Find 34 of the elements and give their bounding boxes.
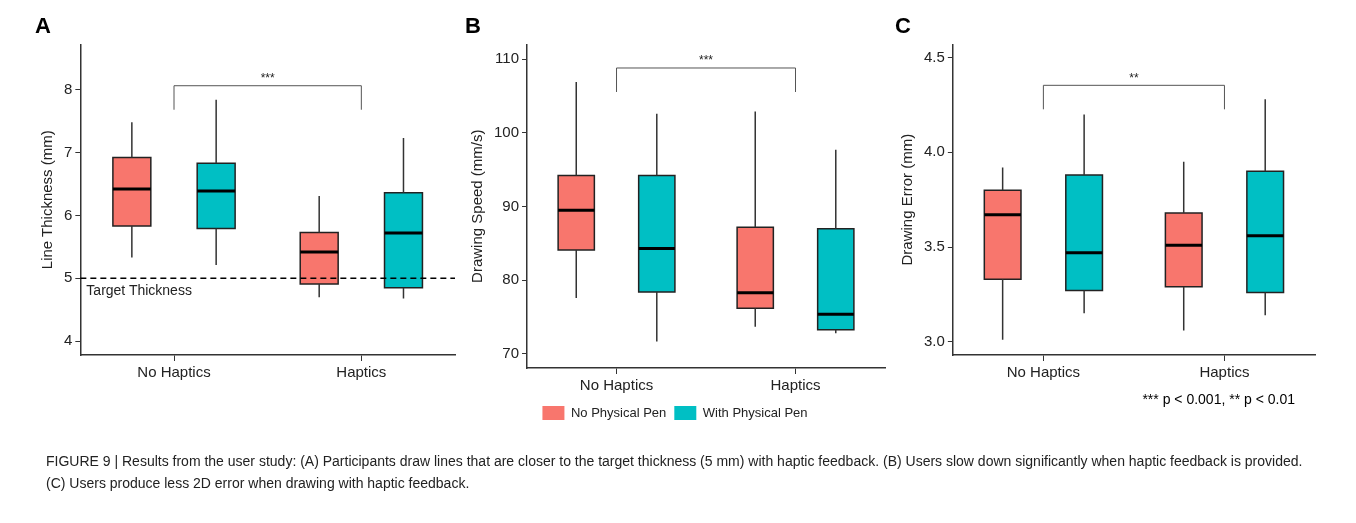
x-tick-label: No Haptics [579,376,654,394]
x-tick-label: Haptics [770,376,821,394]
x-tick-label: Haptics [1199,363,1250,381]
y-axis-title: Drawing Error (mm) [898,133,916,266]
y-axis-title: Line Thickness (mm) [38,130,56,270]
y-tick-label: 110 [495,49,520,67]
chart-title: C [895,13,911,39]
annotation: ** [1129,70,1139,85]
y-tick-label: 100 [494,123,520,140]
legend-label: No Physical Pen [570,404,667,420]
y-tick-label: 4.5 [923,47,945,65]
y-axis-title: Drawing Speed (mm/s) [468,129,486,283]
y-tick-label: 70 [502,344,520,362]
y-tick-label: 8 [64,79,73,97]
y-tick-label: 6 [64,205,73,223]
chart-title: A [35,13,51,39]
y-tick-label: 7 [64,142,73,160]
legend-label: With Physical Pen [702,404,808,420]
y-tick-label: 80 [502,270,520,288]
annotation: *** [699,53,714,68]
x-tick-label: Haptics [336,363,387,381]
caption: FIGURE 9 | Results from the user study: (A) Participants draw lines that are closer to the target thickness (5 mm) with haptic feedback. (B) Users slow down significantly when haptic feedback is provided. (C) Users produce less 2D error when drawing with haptic feedback. [46,452,1304,493]
chart-title: B [465,13,481,39]
y-tick-label: 90 [502,196,520,214]
text: *** p < 0.001, ** p < 0.01 [1141,391,1296,407]
y-tick-label: 3.5 [923,237,945,255]
ref-line-label: Target Thickness [86,282,192,299]
x-tick-label: No Haptics [137,363,211,381]
y-tick-label: 4 [64,331,73,349]
y-tick-label: 4.0 [923,142,945,160]
annotation: *** [260,71,275,86]
x-tick-label: No Haptics [1006,363,1081,381]
y-tick-label: 3.0 [923,331,945,349]
y-tick-label: 5 [64,268,73,286]
